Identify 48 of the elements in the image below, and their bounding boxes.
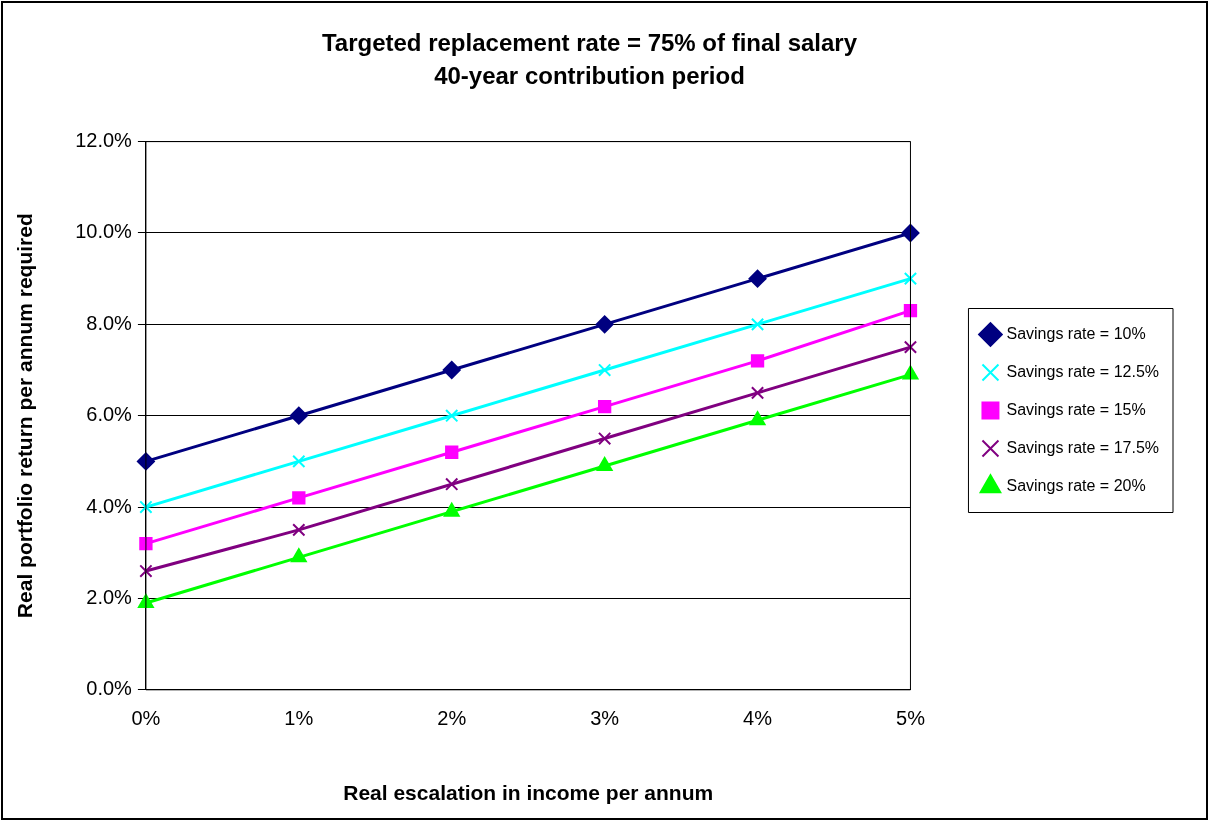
point: [445, 409, 459, 423]
point: [597, 431, 612, 446]
point: [903, 340, 918, 354]
legend-label: Savings rate = 15%: [1006, 400, 1146, 418]
legend-label: Savings rate = 10%: [1006, 324, 1146, 342]
point: [445, 477, 459, 491]
point: [597, 399, 612, 414]
point: [596, 456, 613, 471]
point: [292, 454, 306, 469]
legend-label: Savings rate = 20%: [1006, 476, 1146, 494]
point: [749, 411, 766, 426]
point: [443, 502, 460, 517]
y-tick-label: 4.0%: [86, 494, 133, 517]
point: [595, 315, 614, 334]
y-tick-label: 6.0%: [86, 403, 133, 426]
point: [750, 386, 765, 400]
chart-subtitle: 40-year contribution period: [434, 61, 745, 89]
x-tick-label: 5%: [896, 707, 926, 730]
point: [903, 271, 918, 286]
point: [597, 363, 612, 377]
point: [139, 536, 153, 551]
x-tick-label: 4%: [743, 707, 773, 730]
chart-title: Targeted replacement rate = 75% of final salary: [321, 29, 858, 57]
point: [290, 548, 307, 563]
point: [750, 354, 765, 368]
legend-label: Savings rate = 12.5%: [1006, 362, 1160, 380]
x-tick-label: 0%: [131, 707, 161, 730]
x-tick-label: 2%: [437, 707, 467, 730]
point: [289, 406, 308, 425]
point: [139, 564, 153, 578]
y-tick-label: 8.0%: [86, 311, 133, 334]
x-axis-title: Real escalation in income per annum: [343, 781, 714, 805]
point: [445, 445, 459, 459]
y-tick-label: 12.0%: [75, 129, 133, 152]
point: [748, 269, 767, 288]
point: [902, 365, 919, 380]
y-tick-label: 2.0%: [86, 585, 133, 608]
y-axis-title: Real portfolio return per annum required: [13, 213, 37, 619]
point: [903, 303, 918, 318]
x-tick-label: 1%: [284, 707, 314, 730]
y-tick-label: 10.0%: [75, 220, 133, 243]
y-tick-label: 0.0%: [86, 677, 133, 700]
x-tick-label: 3%: [590, 707, 620, 730]
point: [292, 491, 306, 505]
point: [292, 523, 306, 537]
point: [750, 317, 765, 331]
legend-label: Savings rate = 17.5%: [1006, 438, 1160, 456]
point: [442, 361, 461, 380]
